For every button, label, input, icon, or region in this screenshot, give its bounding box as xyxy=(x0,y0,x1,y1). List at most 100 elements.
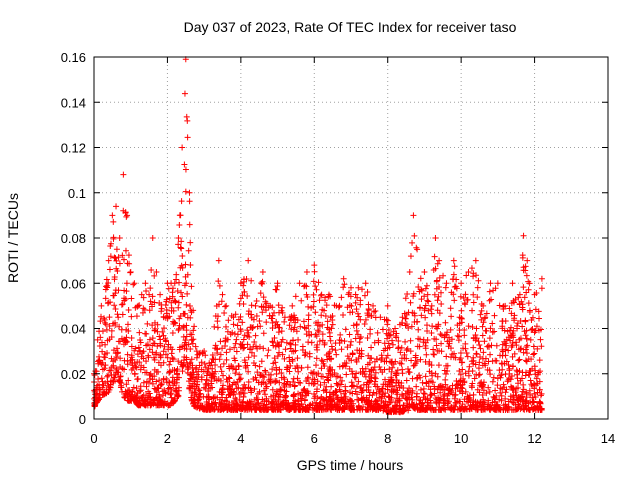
data-point xyxy=(427,392,434,399)
data-point xyxy=(176,315,183,322)
data-point xyxy=(340,311,347,318)
data-point xyxy=(438,340,445,347)
data-point xyxy=(129,362,136,369)
data-point xyxy=(241,332,248,339)
data-point xyxy=(120,171,127,178)
data-point xyxy=(358,389,365,396)
data-point xyxy=(390,328,397,335)
data-point xyxy=(245,368,252,375)
data-point xyxy=(129,356,136,363)
data-point xyxy=(182,273,189,280)
data-point xyxy=(352,299,359,306)
data-point xyxy=(356,347,363,354)
data-point xyxy=(158,308,165,315)
data-point xyxy=(420,339,427,346)
data-point xyxy=(318,395,325,402)
data-point xyxy=(348,303,355,310)
data-point xyxy=(171,280,178,287)
data-point xyxy=(473,335,480,342)
data-point xyxy=(201,384,208,391)
data-point xyxy=(411,312,418,319)
data-point xyxy=(201,360,208,367)
x-tick-label: 6 xyxy=(311,431,318,446)
data-point xyxy=(171,398,178,405)
data-point xyxy=(138,291,145,298)
data-point xyxy=(223,302,230,309)
data-point xyxy=(383,358,390,365)
data-point xyxy=(125,377,132,384)
data-point xyxy=(160,359,167,366)
data-point xyxy=(170,399,177,406)
data-point xyxy=(102,341,109,348)
data-point xyxy=(245,257,252,264)
data-point xyxy=(240,336,247,343)
data-point xyxy=(122,337,129,344)
data-point xyxy=(337,388,344,395)
data-point xyxy=(463,272,470,279)
data-point xyxy=(260,294,267,301)
data-point xyxy=(295,379,302,386)
data-point xyxy=(146,372,153,379)
data-point xyxy=(180,362,187,369)
data-point xyxy=(517,335,524,342)
data-point xyxy=(534,345,541,352)
data-point xyxy=(325,377,332,384)
data-point xyxy=(347,342,354,349)
data-point xyxy=(401,355,408,362)
data-point xyxy=(294,317,301,324)
data-point xyxy=(233,366,240,373)
data-point xyxy=(366,373,373,380)
data-point xyxy=(283,388,290,395)
data-point xyxy=(118,326,125,333)
data-point xyxy=(113,246,120,253)
data-point xyxy=(149,303,156,310)
data-point xyxy=(160,348,167,355)
data-point xyxy=(105,382,112,389)
data-point xyxy=(157,382,164,389)
data-point xyxy=(278,328,285,335)
data-point xyxy=(340,284,347,291)
data-point xyxy=(190,336,197,343)
data-point xyxy=(437,331,444,338)
data-point xyxy=(324,376,331,383)
data-point xyxy=(208,359,215,366)
data-point xyxy=(434,373,441,380)
data-point xyxy=(393,395,400,402)
data-point xyxy=(522,332,529,339)
data-point xyxy=(262,385,269,392)
data-point xyxy=(176,212,183,219)
data-point xyxy=(425,298,432,305)
data-point xyxy=(254,323,261,330)
data-point xyxy=(341,393,348,400)
data-point xyxy=(239,319,246,326)
data-point xyxy=(248,389,255,396)
data-point xyxy=(147,375,154,382)
x-tick-label: 10 xyxy=(454,431,468,446)
data-point xyxy=(110,234,117,241)
data-point xyxy=(210,395,217,402)
data-point xyxy=(310,278,317,285)
data-point xyxy=(157,291,164,298)
data-point xyxy=(305,406,312,413)
data-point xyxy=(337,397,344,404)
data-point xyxy=(492,387,499,394)
data-point xyxy=(166,313,173,320)
data-point xyxy=(344,353,351,360)
x-tick-label: 0 xyxy=(90,431,97,446)
data-point xyxy=(244,362,251,369)
data-point xyxy=(368,367,375,374)
data-point xyxy=(295,390,302,397)
data-point xyxy=(349,350,356,357)
data-point xyxy=(315,328,322,335)
data-point xyxy=(488,296,495,303)
data-point xyxy=(338,377,345,384)
data-point xyxy=(432,235,439,241)
data-point xyxy=(262,368,269,375)
data-point xyxy=(477,345,484,352)
data-point xyxy=(199,402,206,409)
data-point xyxy=(402,315,409,322)
y-tick-label: 0.14 xyxy=(61,95,86,110)
data-point xyxy=(482,355,489,362)
data-point xyxy=(332,405,339,412)
data-point xyxy=(121,366,128,373)
